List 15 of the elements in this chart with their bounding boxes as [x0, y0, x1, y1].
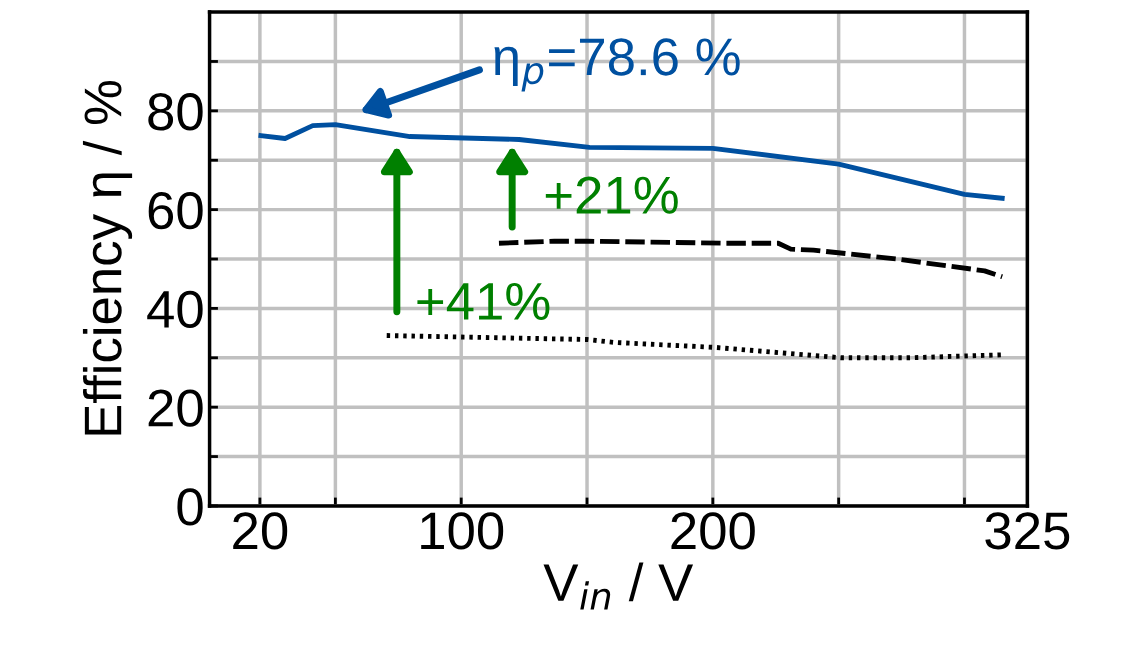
annotation: η$_{p}$=78.6 %	[494, 38, 740, 92]
y-tick-label: 20	[148, 389, 203, 427]
x-tick-label: 325	[985, 512, 1070, 550]
line-series	[496, 238, 1005, 280]
y-axis-title: Efficiency η / %	[82, 80, 133, 435]
x-tick-label: 20	[233, 512, 288, 550]
annotation: +21%	[545, 176, 678, 214]
annotation: +41%	[417, 282, 550, 320]
y-tick-label: 0	[177, 488, 203, 526]
y-tick-label: 80	[148, 93, 203, 131]
x-tick-label: 200	[671, 512, 755, 550]
y-tick-label: 40	[147, 290, 203, 329]
x-axis-title: V$_{in}$ / V	[543, 562, 694, 610]
y-tick-label: 60	[148, 191, 203, 230]
x-tick-label: 100	[421, 512, 504, 550]
